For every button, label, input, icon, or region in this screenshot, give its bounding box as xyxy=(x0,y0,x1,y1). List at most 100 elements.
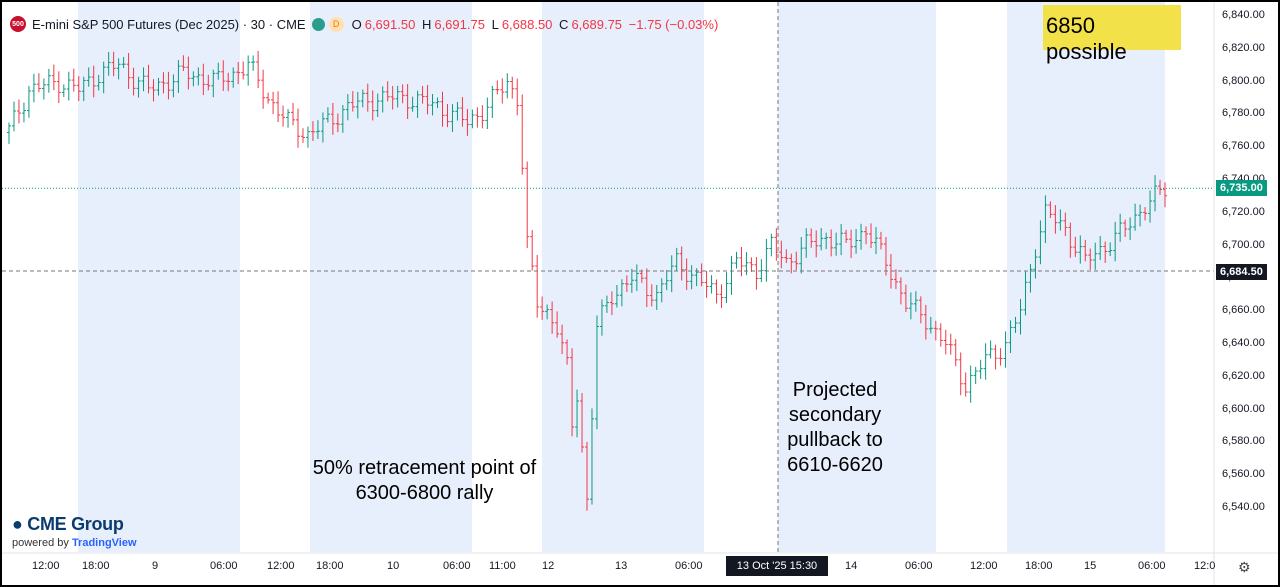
candle xyxy=(988,340,993,359)
candle xyxy=(594,315,599,430)
candle xyxy=(953,339,958,367)
cme-logo: ● CME Group xyxy=(12,514,124,534)
candle xyxy=(46,68,51,93)
candle xyxy=(191,71,196,87)
candle xyxy=(440,91,445,127)
x-tick-label: 06:00 xyxy=(1138,560,1166,572)
candle xyxy=(754,257,759,290)
candle xyxy=(126,52,131,89)
candle xyxy=(684,258,689,290)
candle xyxy=(749,257,754,272)
candle xyxy=(555,311,560,338)
candle xyxy=(385,81,390,102)
candle xyxy=(81,76,86,102)
candle xyxy=(146,64,151,94)
candle xyxy=(719,284,724,308)
candle xyxy=(580,393,585,453)
candle xyxy=(913,291,918,312)
candle xyxy=(1003,331,1008,368)
candle xyxy=(624,275,629,293)
symbol-title[interactable]: E-mini S&P 500 Futures (Dec 2025) · 30 ·… xyxy=(32,16,306,32)
candle xyxy=(11,101,16,132)
candle xyxy=(1113,221,1118,262)
candle xyxy=(604,295,609,313)
candle xyxy=(819,227,824,251)
candle xyxy=(156,77,161,96)
x-tick-label: 10 xyxy=(387,560,400,572)
candle xyxy=(1128,217,1133,241)
candle xyxy=(505,73,510,99)
candle xyxy=(689,265,694,290)
candle xyxy=(824,232,829,250)
candle xyxy=(530,230,535,271)
candle xyxy=(609,291,614,316)
x-tick-label: 12:0 xyxy=(1194,560,1216,572)
candle xyxy=(1013,316,1018,333)
candle xyxy=(101,61,106,94)
candle xyxy=(1033,249,1038,279)
candle xyxy=(166,71,171,100)
open-value: 6,691.50 xyxy=(364,16,416,32)
candle xyxy=(1008,320,1013,353)
tradingview-link[interactable]: TradingView xyxy=(71,537,137,549)
low-key: L xyxy=(491,16,499,32)
y-tick-label: 6,640.00 xyxy=(1222,337,1265,349)
candle xyxy=(281,105,286,127)
candle xyxy=(619,279,624,307)
candle xyxy=(365,83,370,112)
candle xyxy=(1133,203,1138,231)
candle xyxy=(236,61,241,85)
settings-gear-icon[interactable]: ⚙ xyxy=(1238,559,1251,575)
projection-annotation: Projected secondary pullback to 6610-662… xyxy=(787,379,883,476)
candle xyxy=(181,55,186,71)
session-band xyxy=(310,2,472,552)
close-value: 6,689.75 xyxy=(571,16,623,32)
candle xyxy=(869,223,874,249)
candle xyxy=(425,85,430,115)
candle xyxy=(908,292,913,320)
candle xyxy=(370,90,375,121)
candle xyxy=(221,60,226,91)
candle xyxy=(16,99,21,124)
candle xyxy=(1123,219,1128,237)
crosshair-time-tag: 13 Oct '25 15:30 xyxy=(726,556,828,576)
candle xyxy=(176,60,181,93)
candle xyxy=(375,93,380,117)
candle xyxy=(246,55,251,86)
y-tick-label: 6,720.00 xyxy=(1222,205,1265,218)
candle xyxy=(226,72,231,92)
candle xyxy=(465,108,470,136)
candle xyxy=(784,249,789,264)
cme-branding: ● CME Group powered by TradingView xyxy=(12,514,137,549)
candle xyxy=(565,339,570,365)
candle xyxy=(550,301,555,334)
candle xyxy=(36,73,41,93)
candle xyxy=(1103,241,1108,263)
y-tick-label: 6,620.00 xyxy=(1222,369,1265,382)
candle xyxy=(829,229,834,257)
candle xyxy=(1143,207,1148,221)
candle xyxy=(540,296,545,320)
candle xyxy=(654,284,659,310)
candle xyxy=(1078,235,1083,264)
candle xyxy=(674,247,679,271)
candle xyxy=(490,85,495,118)
candle xyxy=(854,229,859,254)
candle xyxy=(918,296,923,324)
candle xyxy=(201,63,206,96)
low-value: 6,688.50 xyxy=(501,16,553,32)
candle xyxy=(888,254,893,289)
candle xyxy=(614,285,619,308)
candle xyxy=(769,233,774,257)
candle xyxy=(560,324,565,355)
close-key: C xyxy=(559,16,569,32)
retracement-annotation: 50% retracement point of 6300-6800 rally xyxy=(312,457,537,504)
candle xyxy=(300,128,305,143)
candle xyxy=(639,269,644,283)
candle xyxy=(56,71,61,104)
candle xyxy=(380,86,385,113)
candle xyxy=(1148,190,1153,223)
y-tick-label: 6,560.00 xyxy=(1222,468,1265,481)
candle xyxy=(1093,242,1098,270)
